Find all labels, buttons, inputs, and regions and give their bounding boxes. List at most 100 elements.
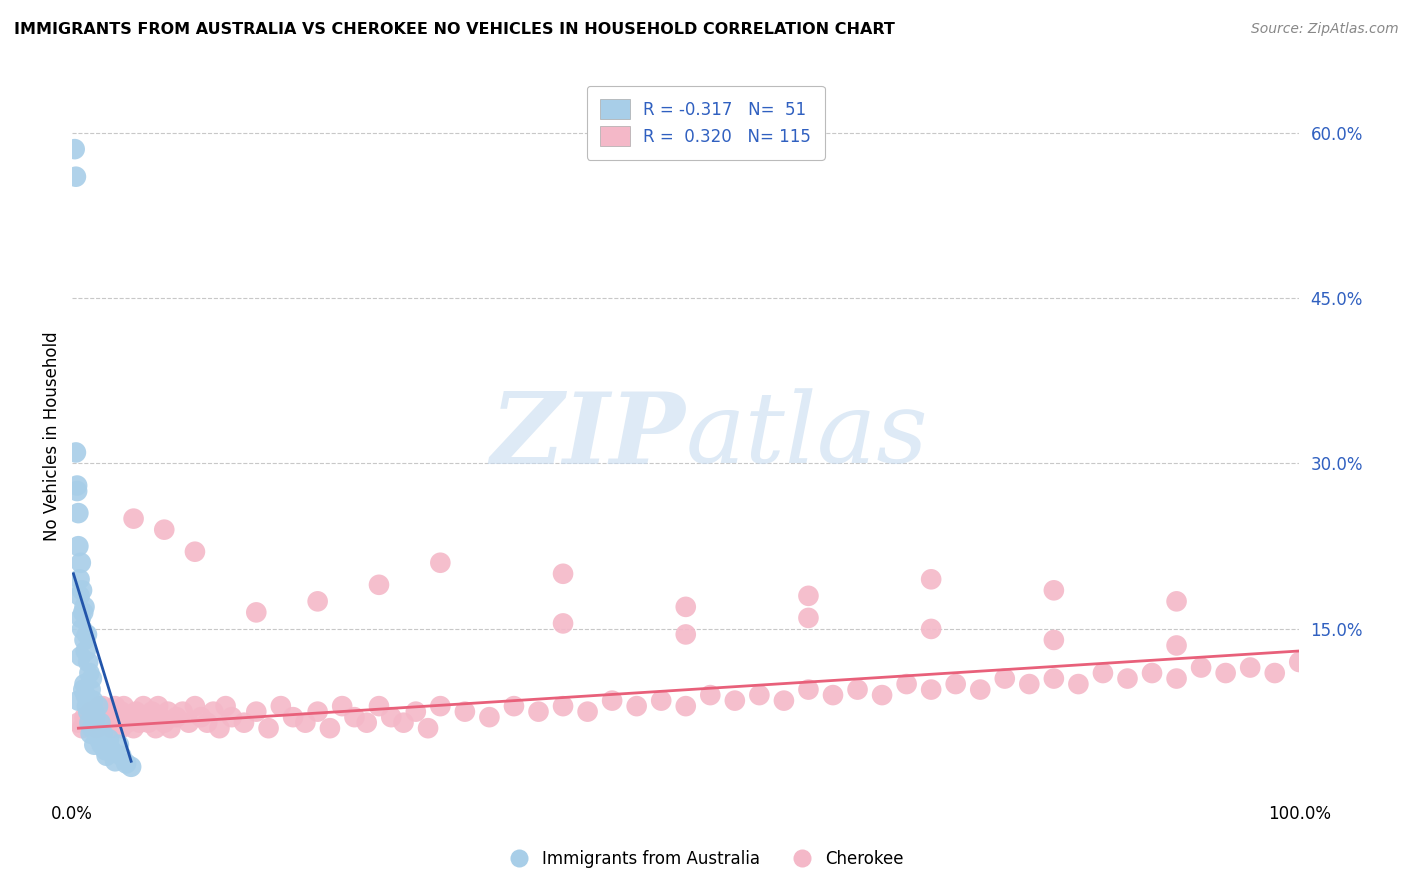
Point (141, 705, 163, 719)
Point (416, 721, 439, 735)
Point (945, 677, 967, 691)
Point (70, 622, 93, 636)
Point (67, 715, 90, 730)
Point (66, 478, 89, 492)
Point (896, 677, 918, 691)
Point (91, 715, 114, 730)
Point (307, 594, 329, 608)
Point (125, 705, 148, 719)
Point (69, 556, 91, 570)
Point (132, 699, 155, 714)
Point (104, 699, 127, 714)
Point (83, 705, 105, 719)
Point (773, 693, 796, 707)
Point (108, 710, 131, 724)
Point (626, 699, 648, 714)
Point (576, 705, 599, 719)
Point (69, 649, 91, 664)
Point (65, 445, 87, 459)
Point (724, 693, 747, 707)
Point (551, 699, 574, 714)
Point (177, 715, 200, 730)
Point (797, 611, 820, 625)
Point (356, 715, 378, 730)
Point (73, 599, 96, 614)
Point (1116, 672, 1139, 686)
Point (478, 710, 501, 724)
Point (1239, 660, 1261, 674)
Point (600, 693, 623, 707)
Point (110, 705, 132, 719)
Point (1189, 660, 1212, 674)
Point (153, 715, 176, 730)
Point (1091, 666, 1114, 681)
Point (90, 738, 112, 752)
Point (1288, 655, 1310, 669)
Point (91, 699, 114, 714)
Point (84, 710, 107, 724)
Point (1166, 639, 1188, 653)
Point (330, 699, 353, 714)
Point (73, 632, 96, 647)
Point (128, 715, 150, 730)
Point (80, 672, 103, 686)
Point (821, 688, 844, 702)
Point (72, 606, 94, 620)
Point (122, 511, 145, 525)
Point (83, 710, 105, 724)
Point (67, 539, 90, 553)
Point (699, 688, 721, 702)
Point (214, 699, 236, 714)
Point (202, 705, 225, 719)
Point (98, 732, 121, 747)
Point (149, 710, 172, 724)
Point (551, 566, 574, 581)
Point (221, 710, 243, 724)
Point (79, 705, 101, 719)
Point (89, 732, 111, 747)
Point (675, 599, 697, 614)
Point (67, 506, 90, 520)
Point (76, 627, 98, 641)
Point (100, 721, 122, 735)
Point (110, 721, 132, 735)
Point (994, 672, 1017, 686)
Point (257, 721, 280, 735)
Point (112, 699, 135, 714)
Point (73, 710, 96, 724)
Point (846, 682, 869, 697)
Point (72, 682, 94, 697)
Point (503, 699, 526, 714)
Point (429, 699, 451, 714)
Point (82, 693, 104, 707)
Point (69, 572, 91, 586)
Point (89, 699, 111, 714)
Point (100, 743, 122, 757)
Point (94, 743, 117, 757)
Point (527, 705, 550, 719)
Point (1166, 594, 1188, 608)
Point (76, 699, 98, 714)
Point (429, 556, 451, 570)
Point (233, 715, 256, 730)
Point (66, 484, 89, 499)
Point (135, 710, 157, 724)
Point (166, 710, 188, 724)
Point (343, 710, 366, 724)
Point (454, 705, 477, 719)
Text: atlas: atlas (686, 388, 928, 483)
Point (307, 705, 329, 719)
Point (145, 721, 167, 735)
Point (115, 756, 138, 771)
Point (108, 738, 131, 752)
Point (920, 572, 942, 586)
Point (69, 589, 91, 603)
Point (89, 715, 111, 730)
Point (920, 682, 942, 697)
Point (98, 710, 121, 724)
Point (120, 760, 142, 774)
Y-axis label: No Vehicles in Household: No Vehicles in Household (44, 331, 60, 541)
Text: ZIP: ZIP (491, 388, 686, 484)
Point (73, 677, 96, 691)
Point (110, 748, 132, 763)
